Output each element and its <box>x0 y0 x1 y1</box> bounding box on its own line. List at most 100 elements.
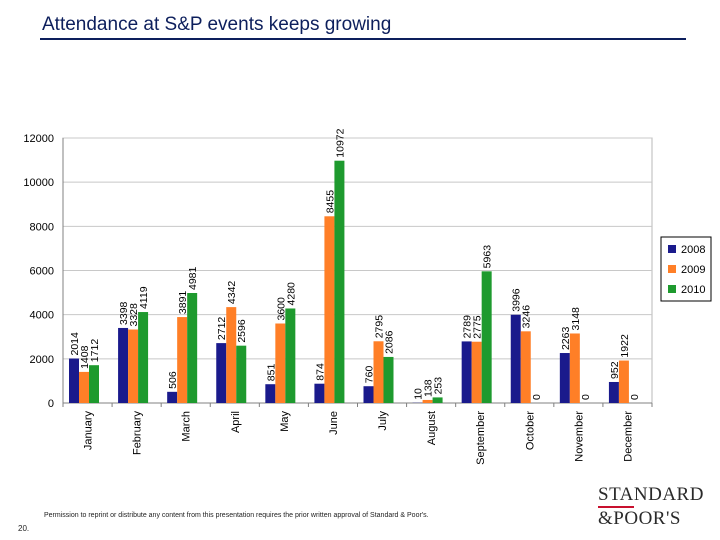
bar-2010 <box>89 365 99 403</box>
x-tick-label: September <box>475 411 487 465</box>
bar-2009 <box>422 399 433 403</box>
logo-line-1: STANDARD <box>598 484 704 505</box>
bar-2009 <box>79 371 89 403</box>
data-label: 4981 <box>187 266 199 290</box>
data-label: 1408 <box>79 345 91 369</box>
sp-logo: STANDARD &POOR'S <box>598 484 708 529</box>
data-label: 3148 <box>570 307 582 331</box>
bar-2008 <box>559 353 570 403</box>
bar-2008 <box>510 314 521 403</box>
bar-2008 <box>118 327 129 403</box>
y-tick-label: 6000 <box>30 266 54 278</box>
data-label: 4280 <box>285 282 297 306</box>
data-label: 2712 <box>216 317 228 341</box>
data-label: 4119 <box>138 286 150 309</box>
data-label: 3398 <box>118 301 130 325</box>
page-number: 20. <box>18 524 30 533</box>
data-label: 2795 <box>374 315 386 339</box>
logo-line-2: &POOR'S <box>598 508 681 529</box>
data-label: 4342 <box>226 281 238 305</box>
data-label: 2775 <box>472 315 484 339</box>
bar-2010 <box>432 397 443 403</box>
data-label: 253 <box>433 377 445 395</box>
bar-2010 <box>138 312 149 403</box>
data-label: 138 <box>423 379 435 397</box>
bar-2009 <box>275 323 286 403</box>
data-label: 2596 <box>236 319 248 343</box>
data-label: 2263 <box>560 327 572 351</box>
data-label: 8455 <box>324 190 336 214</box>
bar-2008 <box>167 391 178 403</box>
bar-2009 <box>324 216 335 403</box>
logo-accent-rule <box>598 506 634 508</box>
legend-label-2008: 2008 <box>681 244 705 256</box>
x-tick-label: April <box>230 411 242 433</box>
data-label: 10972 <box>334 128 346 157</box>
bar-2008 <box>314 383 325 403</box>
page-title: Attendance at S&P events keeps growing <box>42 14 392 35</box>
data-label: 1712 <box>89 339 101 363</box>
x-tick-label: July <box>377 411 389 431</box>
data-label: 0 <box>580 394 592 400</box>
legend-swatch-2008 <box>668 245 676 253</box>
data-label: 3996 <box>511 288 523 312</box>
bar-2010 <box>334 160 345 403</box>
bar-2009 <box>471 341 482 403</box>
y-tick-label: 10000 <box>23 177 54 189</box>
bar-2008 <box>461 341 472 403</box>
data-label: 851 <box>265 364 277 382</box>
data-label: 1922 <box>619 334 631 358</box>
data-label: 10 <box>413 388 425 400</box>
x-tick-label: February <box>132 411 144 456</box>
bar-2010 <box>285 308 296 403</box>
x-tick-label: December <box>622 411 634 462</box>
bar-2010 <box>187 293 198 403</box>
bar-2009 <box>177 317 188 403</box>
bar-2009 <box>618 360 629 403</box>
x-tick-label: March <box>181 411 193 442</box>
data-label: 3246 <box>521 305 533 329</box>
x-tick-label: October <box>524 411 536 450</box>
data-label: 3891 <box>177 291 189 315</box>
legend-label-2010: 2010 <box>681 284 705 296</box>
bar-2008 <box>608 381 619 403</box>
y-tick-label: 4000 <box>30 310 54 322</box>
title-underline <box>40 38 686 40</box>
bar-2009 <box>520 331 531 403</box>
bar-2009 <box>226 307 237 403</box>
bar-2008 <box>265 384 276 403</box>
x-tick-label: May <box>279 411 291 432</box>
x-tick-label: August <box>426 411 438 445</box>
y-tick-label: 2000 <box>30 354 54 366</box>
data-label: 874 <box>314 363 326 381</box>
data-label: 2014 <box>69 332 81 356</box>
data-label: 3328 <box>128 303 140 327</box>
data-label: 5963 <box>482 245 494 269</box>
disclaimer-text: Permission to reprint or distribute any … <box>44 512 429 519</box>
bar-2010 <box>236 345 247 403</box>
legend-swatch-2009 <box>668 265 676 273</box>
bar-2010 <box>481 271 492 403</box>
legend-swatch-2010 <box>668 285 676 293</box>
data-label: 506 <box>167 371 179 389</box>
legend-label-2009: 2009 <box>681 264 705 276</box>
x-tick-label: November <box>573 411 585 462</box>
data-label: 2789 <box>462 315 474 339</box>
data-label: 760 <box>364 366 376 384</box>
bar-2008 <box>363 386 374 403</box>
bar-2008 <box>69 358 79 403</box>
x-tick-label: June <box>328 411 340 435</box>
x-tick-label: January <box>83 411 95 451</box>
y-tick-label: 0 <box>48 398 54 410</box>
bar-2008 <box>216 343 227 403</box>
data-label: 3600 <box>275 297 287 321</box>
data-label: 952 <box>609 361 621 379</box>
data-label: 0 <box>531 394 543 400</box>
y-tick-label: 12000 <box>23 133 54 145</box>
bar-2009 <box>128 329 139 403</box>
bar-2009 <box>373 341 384 403</box>
data-label: 0 <box>629 394 641 400</box>
data-label: 2086 <box>384 330 396 354</box>
bar-2010 <box>383 356 394 403</box>
bar-2009 <box>569 333 580 403</box>
